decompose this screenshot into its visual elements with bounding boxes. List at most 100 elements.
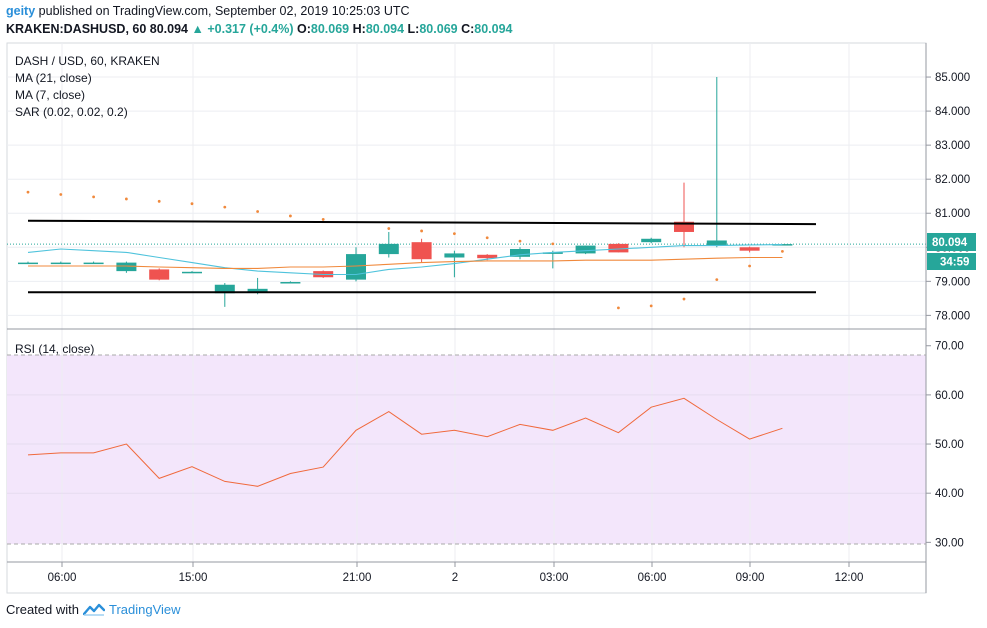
candle-body[interactable] [542, 252, 563, 254]
tradingview-brand[interactable]: TradingView [108, 602, 181, 617]
ma21-line [27, 244, 783, 276]
last-price: 80.094 [149, 22, 189, 36]
sar-dot [190, 202, 194, 206]
legend-sar[interactable]: SAR (0.02, 0.02, 0.2) [15, 105, 128, 119]
candle-body[interactable] [182, 271, 202, 274]
sar-dot [223, 205, 227, 209]
candle-body[interactable] [346, 254, 366, 280]
sar-dot [420, 229, 423, 233]
sar-dot [715, 278, 719, 282]
candle[interactable] [280, 281, 301, 284]
candle[interactable] [83, 261, 104, 265]
price-axis-label: 78.000 [935, 310, 970, 322]
legend-title[interactable]: DASH / USD, 60, KRAKEN [15, 54, 160, 68]
candle[interactable] [378, 231, 399, 258]
price-axis-label: 84.000 [935, 106, 970, 118]
candle-body[interactable] [411, 242, 432, 260]
time-axis-label: 06:00 [638, 572, 667, 584]
candle-body[interactable] [575, 245, 596, 254]
candle[interactable] [18, 261, 38, 265]
candle[interactable] [149, 268, 170, 281]
low-label: L: [407, 22, 420, 36]
sar-dot [682, 297, 686, 301]
price-axis-label: 82.000 [935, 174, 970, 186]
low-value: 80.069 [419, 22, 458, 36]
up-arrow-icon: ▲ [191, 22, 204, 36]
open-label: O: [297, 22, 311, 36]
legend-rsi[interactable]: RSI (14, close) [15, 342, 94, 356]
sar-dot [518, 239, 522, 243]
candle-body[interactable] [510, 248, 530, 257]
candle-body[interactable] [280, 282, 301, 284]
candle[interactable] [116, 261, 137, 273]
tradingview-logo-icon [82, 603, 105, 616]
rsi-axis-label: 30.00 [935, 537, 964, 549]
legend-ma21[interactable]: MA (21, close) [15, 71, 92, 85]
candle-body[interactable] [674, 221, 694, 232]
sar-dot [92, 195, 95, 199]
time-axis-label: 15:00 [179, 572, 208, 584]
footer: Created with TradingView [6, 602, 181, 617]
candle[interactable] [214, 283, 235, 307]
sar-dot [321, 217, 325, 221]
rsi-axis-label: 60.00 [935, 390, 964, 402]
price-axis-label: 83.000 [935, 140, 970, 152]
candle[interactable] [50, 261, 71, 265]
last-price-tag [927, 233, 976, 251]
channel-upper-line[interactable] [27, 219, 817, 226]
candle[interactable] [575, 245, 596, 255]
candle-body[interactable] [378, 243, 399, 255]
time-axis-label: 09:00 [736, 572, 765, 584]
candle[interactable] [608, 243, 629, 253]
candle-body[interactable] [83, 262, 104, 265]
sar-dot [26, 190, 30, 194]
candle[interactable] [182, 271, 202, 274]
candle-body[interactable] [739, 247, 760, 251]
candle-body[interactable] [149, 269, 170, 280]
candle[interactable] [739, 246, 760, 253]
sar-dot [748, 264, 751, 268]
candle-body[interactable] [608, 243, 629, 253]
symbol-info-bar: KRAKEN:DASHUSD, 60 80.094 ▲ +0.317 (+0.4… [6, 22, 513, 36]
candle-body[interactable] [706, 240, 727, 246]
candle-body[interactable] [641, 238, 662, 243]
candle[interactable] [510, 247, 530, 260]
close-label: C: [461, 22, 475, 36]
candle[interactable] [542, 250, 563, 269]
author-name[interactable]: geity [6, 4, 36, 18]
time-axis-label: 21:00 [343, 572, 372, 584]
candle[interactable] [674, 182, 694, 248]
candle-body[interactable] [247, 288, 268, 293]
ma7-line [28, 256, 783, 269]
legend-ma7[interactable]: MA (7, close) [15, 88, 85, 102]
price-axis-label: 81.000 [935, 208, 970, 220]
open-value: 80.069 [310, 22, 350, 36]
publish-info: geity published on TradingView.com, Sept… [6, 4, 410, 18]
candle-body[interactable] [477, 254, 498, 259]
sar-dot [289, 214, 292, 218]
sar-dot [551, 242, 555, 246]
candle-body[interactable] [50, 262, 71, 265]
candle[interactable] [641, 237, 662, 244]
sar-dot [649, 304, 653, 308]
sar-dot [485, 236, 489, 240]
rsi-axis-label: 70.00 [935, 341, 964, 353]
candle[interactable] [411, 238, 432, 263]
rsi-line [27, 397, 783, 487]
candle-body[interactable] [214, 284, 235, 294]
countdown-tag [927, 253, 976, 270]
rsi-plot [27, 397, 783, 487]
candle-body[interactable] [444, 253, 465, 258]
candle-body[interactable] [116, 262, 137, 272]
symbol-label: KRAKEN:DASHUSD, 60 [6, 22, 147, 36]
grid [7, 43, 926, 562]
candle[interactable] [706, 77, 727, 248]
candle[interactable] [346, 247, 366, 282]
candle-body[interactable] [18, 262, 38, 265]
high-value: 80.094 [365, 22, 405, 36]
sar-dot [453, 232, 456, 236]
sar-dot [387, 227, 391, 230]
price-axis-label: 85.000 [935, 72, 970, 84]
time-axis-label: 03:00 [540, 572, 569, 584]
